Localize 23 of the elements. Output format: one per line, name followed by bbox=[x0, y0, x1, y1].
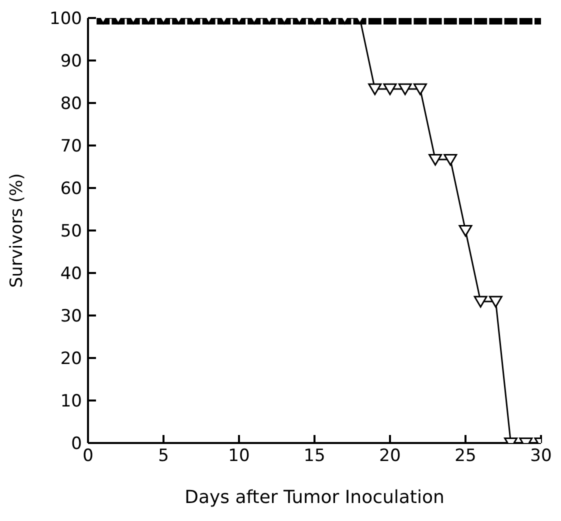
y-axis-title: Survivors (%) bbox=[7, 173, 28, 288]
y-tick-label: 100 bbox=[50, 9, 82, 30]
y-tick-label: 20 bbox=[60, 349, 82, 370]
y-tick-label: 10 bbox=[60, 392, 82, 412]
y-tick-label: 50 bbox=[60, 222, 82, 242]
x-tick-label: 5 bbox=[158, 446, 169, 466]
y-tick-label: 40 bbox=[60, 264, 82, 284]
x-tick-label: 30 bbox=[530, 446, 552, 466]
y-tick-label: 90 bbox=[60, 52, 82, 72]
y-tick-label: 30 bbox=[60, 306, 82, 327]
y-tick-label: 70 bbox=[60, 136, 82, 157]
point bbox=[428, 154, 442, 166]
x-tick-label: 25 bbox=[454, 446, 476, 466]
y-tick-label: 80 bbox=[60, 94, 82, 114]
point bbox=[458, 224, 472, 237]
x-axis-title: Days after Tumor Inoculation bbox=[184, 487, 444, 508]
point bbox=[444, 154, 458, 166]
y-tick-label: 60 bbox=[60, 179, 82, 200]
point bbox=[488, 296, 502, 308]
point bbox=[474, 296, 488, 308]
x-tick-label: 10 bbox=[228, 446, 250, 466]
x-tick-label: 15 bbox=[304, 446, 326, 466]
x-tick-label: 20 bbox=[379, 446, 401, 466]
